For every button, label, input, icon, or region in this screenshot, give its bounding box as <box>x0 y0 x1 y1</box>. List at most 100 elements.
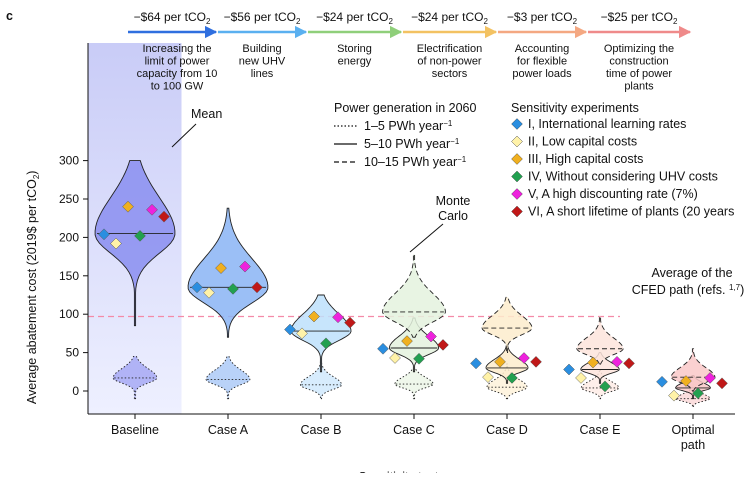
mean-annotation: Mean <box>191 107 222 121</box>
y-tick-label: 100 <box>59 307 79 321</box>
sensitivity-legend-label: VI, A short lifetime of plants (20 years <box>528 205 734 219</box>
step-description: power loads <box>512 68 572 80</box>
step-description: new UHV <box>239 56 286 68</box>
power-legend-label: 5–10 PWh year−1 <box>364 137 460 151</box>
x-tick-label: Case C <box>393 423 435 437</box>
sensitivity-point <box>692 387 704 400</box>
sensitivity-point <box>716 377 728 390</box>
monte-carlo-annotation: Monte <box>436 194 471 208</box>
sensitivity-point <box>482 371 494 384</box>
sensitivity-legend-label: V, A high discounting rate (7%) <box>528 187 698 201</box>
violin-body <box>94 160 176 327</box>
sensitivity-point <box>680 375 692 387</box>
sensitivity-point <box>563 363 575 376</box>
x-tick-label: Case E <box>580 423 621 437</box>
step-description: for flexible <box>517 56 567 68</box>
sensitivity-point <box>599 380 611 393</box>
sensitivity-point <box>251 281 263 294</box>
sensitivity-point <box>134 230 146 242</box>
y-tick-label: 300 <box>59 154 79 168</box>
violin-body <box>299 361 343 400</box>
violin-body <box>576 316 624 365</box>
violin-body <box>205 355 251 400</box>
violin-body <box>670 348 716 392</box>
power-legend-label: 10–15 PWh year−1 <box>364 155 467 169</box>
sensitivity-point <box>191 281 203 294</box>
panel-label: c <box>6 9 13 23</box>
step-description: Accounting <box>515 43 569 55</box>
sensitivity-point <box>389 352 401 364</box>
sensitivity-point <box>611 355 623 368</box>
cfed-annotation: Average of the <box>651 266 732 280</box>
x-tick-label: Baseline <box>111 423 159 437</box>
sensitivity-point <box>494 355 506 368</box>
step-description: sectors <box>432 68 468 80</box>
step-description: lines <box>251 68 274 80</box>
sensitivity-point <box>518 352 530 364</box>
sensitivity-legend-label: IV, Without considering UHV costs <box>528 170 718 184</box>
sensitivity-legend-swatch <box>511 205 523 218</box>
x-tick-label: Case D <box>486 423 528 437</box>
power-legend-title: Power generation in 2060 <box>334 101 477 115</box>
step-description: energy <box>338 56 372 68</box>
violin-case-d <box>481 296 533 400</box>
sensitivity-point <box>122 200 134 213</box>
sensitivity-point <box>203 286 215 299</box>
power-legend-label: 1–5 PWh year−1 <box>364 119 453 133</box>
violin-body <box>394 367 434 400</box>
sensitivity-point <box>425 330 437 343</box>
step-description: time of power <box>606 68 672 80</box>
sensitivity-point <box>506 372 518 384</box>
y-tick-label: 50 <box>66 346 80 360</box>
y-tick-label: 250 <box>59 192 79 206</box>
violin-body <box>382 253 446 338</box>
step-cost-label: −$3 per tCO2 <box>507 10 578 26</box>
x-tick-label: Case B <box>301 423 342 437</box>
sensitivity-point <box>98 228 110 241</box>
y-tick-label: 0 <box>72 384 79 398</box>
sensitivity-point <box>296 327 308 340</box>
sensitivity-point <box>227 283 239 295</box>
monte-carlo-pointer <box>409 223 444 253</box>
x-tick-label: Optimal <box>671 423 714 437</box>
sensitivity-point <box>623 357 635 370</box>
sensitivity-point <box>575 372 587 384</box>
sensitivity-point <box>332 311 344 324</box>
step-cost-label: −$25 per tCO2 <box>601 10 678 26</box>
sensitivity-legend-label: I, International learning rates <box>528 117 686 131</box>
sensitivity-point <box>668 389 680 402</box>
step-cost-label: −$64 per tCO2 <box>134 10 211 26</box>
sensitivity-point <box>656 375 668 388</box>
sensitivity-legend-swatch <box>511 153 523 165</box>
violin-case-b <box>290 294 352 400</box>
step-description: Electrification <box>417 43 482 55</box>
violin-baseline <box>94 160 176 400</box>
sensitivity-point <box>470 357 482 370</box>
sensitivity-point <box>284 323 296 336</box>
step-description: capacity from 10 <box>137 68 218 80</box>
violin-case-a <box>187 207 269 400</box>
sensitivity-point <box>344 316 356 329</box>
sensitivity-point <box>320 337 332 350</box>
step-description: to 100 GW <box>151 81 204 93</box>
sensitivity-point <box>704 372 716 384</box>
step-description: Building <box>242 43 281 55</box>
sensitivity-point <box>401 335 413 347</box>
violin-body <box>481 296 533 354</box>
sensitivity-point <box>530 355 542 368</box>
sensitivity-legend-swatch <box>511 188 523 200</box>
y-tick-label: 150 <box>59 269 79 283</box>
sensitivity-legend-swatch <box>511 118 523 130</box>
sensitivity-legend-label: III, High capital costs <box>528 152 643 166</box>
violin-body <box>580 369 620 400</box>
violin-body <box>187 207 269 338</box>
sensitivity-point <box>239 260 251 273</box>
sensitivity-point <box>110 237 122 250</box>
sensitivity-point <box>587 356 599 369</box>
violin-case-e <box>576 316 624 400</box>
y-tick-label: 200 <box>59 230 79 244</box>
sensitivity-legend-label: II, Low capital costs <box>528 135 637 149</box>
monte-carlo-annotation: Carlo <box>438 209 468 223</box>
